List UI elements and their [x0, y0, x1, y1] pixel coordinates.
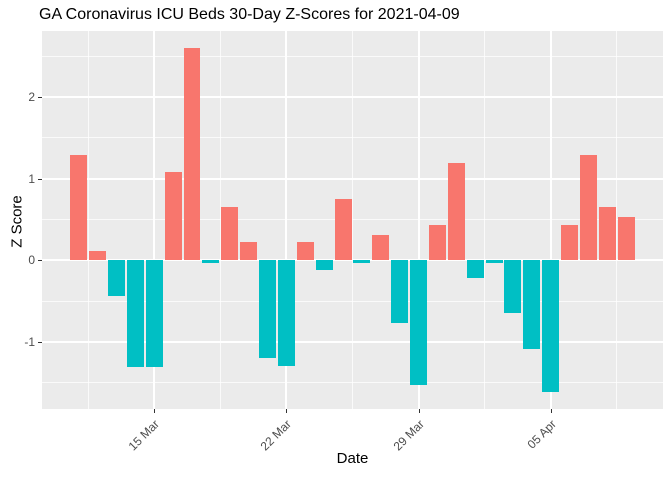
bar: [259, 260, 277, 359]
y-tick-label: -1: [24, 335, 35, 350]
y-tick-label: 1: [28, 171, 35, 186]
bar: [447, 163, 465, 261]
bar: [617, 217, 635, 261]
bar: [523, 260, 541, 349]
x-tick-mark: [286, 409, 288, 413]
y-axis-title: Z Score: [8, 195, 26, 248]
bar: [296, 242, 314, 261]
y-tick-label: 0: [28, 253, 35, 268]
x-tick-label: 05 Apr: [524, 417, 559, 452]
bar: [372, 235, 390, 261]
y-tick-label: 2: [28, 90, 35, 105]
bar: [561, 225, 579, 261]
plot-panel: [42, 31, 663, 409]
bar: [202, 260, 220, 263]
bar: [580, 155, 597, 261]
bar: [89, 251, 107, 261]
bar: [221, 207, 239, 261]
bar: [126, 260, 144, 368]
bar: [485, 260, 503, 263]
bar: [183, 48, 201, 261]
gridline-x-minor: [352, 31, 353, 409]
bar: [353, 260, 371, 263]
x-axis-title: Date: [336, 450, 369, 467]
bar: [334, 199, 352, 261]
bar: [107, 260, 125, 297]
gridline-x-major: [285, 31, 288, 409]
gridline-x-minor: [219, 31, 221, 409]
y-tick-mark: [38, 97, 42, 99]
y-tick-mark: [38, 342, 42, 344]
gridline-x-major: [417, 31, 420, 409]
bar: [277, 260, 295, 366]
x-tick-mark: [550, 409, 552, 413]
x-tick-mark: [154, 409, 156, 413]
bar: [391, 260, 409, 324]
gridline-x-major: [153, 31, 156, 409]
x-tick-label: 22 Mar: [257, 417, 295, 454]
bar: [145, 260, 163, 368]
gridline-x-minor: [87, 31, 89, 409]
gridline-x-minor: [616, 31, 618, 409]
bar: [466, 260, 484, 279]
gridline-x-minor: [484, 31, 486, 409]
bar: [428, 225, 446, 261]
x-tick-label: 15 Mar: [125, 417, 163, 454]
bar: [598, 207, 616, 261]
gridline-x-major: [549, 31, 552, 409]
bar: [240, 242, 258, 261]
x-tick-mark: [418, 409, 420, 413]
y-tick-mark: [38, 260, 42, 262]
bar: [70, 155, 88, 261]
bar: [504, 260, 522, 314]
y-tick-mark: [38, 178, 42, 180]
bar: [315, 260, 333, 271]
bar: [410, 260, 428, 385]
x-tick-label: 29 Mar: [390, 417, 427, 454]
chart-title: GA Coronavirus ICU Beds 30-Day Z-Scores …: [39, 6, 460, 23]
bar: [542, 260, 560, 392]
bar: [164, 172, 182, 261]
